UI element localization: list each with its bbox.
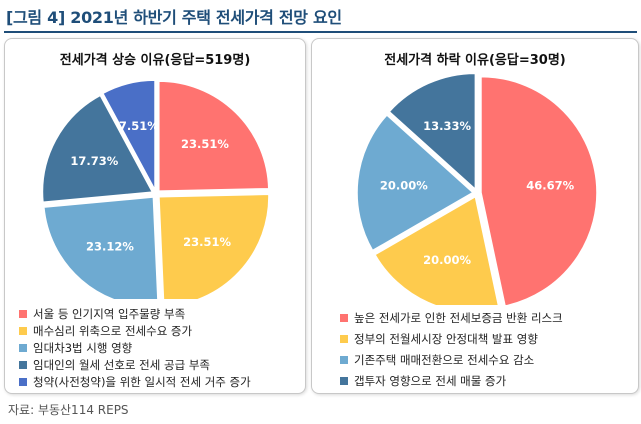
pie-slice: [356, 113, 475, 252]
legend-swatch: [340, 313, 348, 322]
legend-label: 청약(사전청약)을 위한 일시적 전세 거주 증가: [33, 374, 251, 389]
pie-slice: [480, 75, 598, 305]
legend-swatch: [19, 360, 27, 369]
slice-value-label: 46.67%: [526, 178, 574, 192]
slice-value-label: 23.51%: [181, 137, 229, 151]
legend-label: 서울 등 인기지역 입주물량 부족: [33, 306, 186, 321]
slice-value-label: 20.00%: [423, 253, 471, 267]
fall-legend: 높은 전세가로 인한 전세보증금 반환 리스크 정부의 전월세시장 안정대책 발…: [340, 307, 563, 391]
fall-chart-title: 전세가격 하락 이유(응답=30명): [384, 53, 566, 68]
fall-pie-chart: 46.67% 20.00% 20.00% 13.33%: [356, 72, 598, 305]
legend-item: 청약(사전청약)을 위한 일시적 전세 거주 증가: [19, 373, 251, 390]
legend-swatch: [19, 326, 27, 335]
legend-label: 높은 전세가로 인한 전세보증금 반환 리스크: [354, 310, 563, 325]
pie-slice: [43, 196, 159, 299]
legend-swatch: [340, 355, 348, 364]
title-divider: [4, 31, 637, 33]
legend-swatch: [19, 377, 27, 386]
legend-item: 높은 전세가로 인한 전세보증금 반환 리스크: [340, 307, 563, 328]
slice-value-label: 23.51%: [183, 235, 231, 249]
pie-slice: [101, 79, 156, 191]
pie-slice: [158, 193, 270, 299]
rise-reasons-panel: 전세가격 상승 이유(응답=519명) 23.51% 23.51% 23.12% 17…: [4, 38, 306, 394]
slice-value-label: 13.33%: [423, 119, 471, 133]
source-note: 자료: 부동산114 REPS: [8, 403, 129, 417]
legend-swatch: [340, 376, 348, 385]
pie-slice: [158, 80, 270, 192]
legend-item: 갭투자 영향으로 전세 매물 증가: [340, 370, 563, 391]
figure-title: [그림 4] 2021년 하반기 주택 전세가격 전망 요인: [6, 8, 342, 27]
legend-label: 매수심리 위축으로 전세수요 증가: [33, 323, 193, 338]
fall-reasons-panel: 전세가격 하락 이유(응답=30명) 46.67% 20.00% 20.00% 13.…: [311, 38, 639, 394]
slice-value-label: 20.00%: [380, 178, 428, 192]
legend-item: 매수심리 위축으로 전세수요 증가: [19, 322, 251, 339]
legend-swatch: [340, 334, 348, 343]
pie-slice: [388, 72, 477, 192]
slice-value-label: 7.51%: [119, 119, 159, 133]
legend-item: 임대인의 월세 선호로 전세 공급 부족: [19, 356, 251, 373]
legend-item: 정부의 전월세시장 안정대책 발표 영향: [340, 328, 563, 349]
legend-item: 임대차3법 시행 영향: [19, 339, 251, 356]
slice-value-label: 17.73%: [70, 154, 118, 168]
legend-label: 임대인의 월세 선호로 전세 공급 부족: [33, 357, 210, 372]
legend-label: 기존주택 매매전환으로 전세수요 감소: [354, 352, 535, 367]
rise-chart-title: 전세가격 상승 이유(응답=519명): [59, 53, 251, 68]
rise-pie-chart: 23.51% 23.51% 23.12% 17.73% 7.51%: [41, 79, 270, 299]
rise-legend: 서울 등 인기지역 입주물량 부족 매수심리 위축으로 전세수요 증가 임대차3…: [19, 305, 251, 390]
legend-swatch: [19, 343, 27, 352]
pie-slice: [41, 94, 154, 204]
legend-label: 갭투자 영향으로 전세 매물 증가: [354, 373, 507, 388]
slice-value-label: 23.12%: [86, 240, 134, 254]
pie-slice: [373, 195, 500, 305]
legend-item: 서울 등 인기지역 입주물량 부족: [19, 305, 251, 322]
legend-item: 기존주택 매매전환으로 전세수요 감소: [340, 349, 563, 370]
legend-label: 임대차3법 시행 영향: [33, 340, 133, 355]
legend-label: 정부의 전월세시장 안정대책 발표 영향: [354, 331, 538, 346]
legend-swatch: [19, 309, 27, 318]
